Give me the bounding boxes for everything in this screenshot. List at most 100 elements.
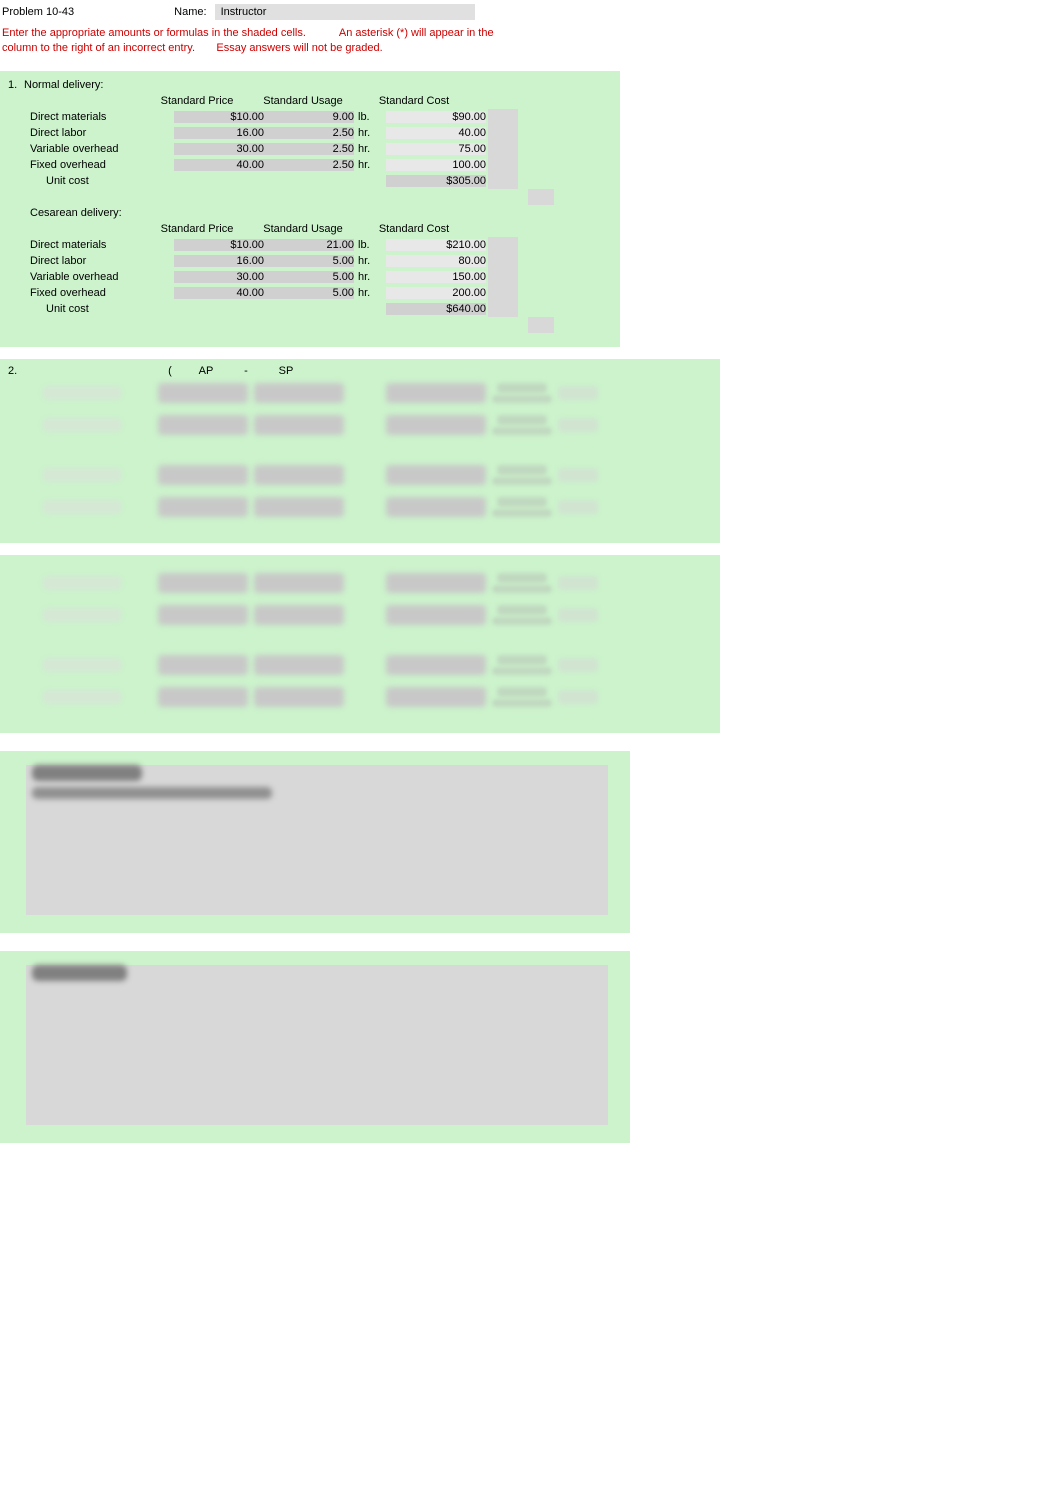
essay-box-2[interactable] bbox=[26, 965, 608, 1125]
usage-cell[interactable]: 5.00 bbox=[264, 287, 354, 299]
paren-open: ( bbox=[164, 365, 176, 377]
blur-cell bbox=[158, 573, 248, 593]
tail-shade bbox=[488, 237, 518, 253]
unit-label: hr. bbox=[354, 255, 386, 267]
tail-shade bbox=[528, 317, 554, 333]
cost-cell[interactable]: 200.00 bbox=[386, 287, 486, 299]
blur-cell bbox=[254, 497, 344, 517]
tail-shade bbox=[488, 285, 518, 301]
cost-cell[interactable]: $210.00 bbox=[386, 239, 486, 251]
tail-shade bbox=[488, 109, 518, 125]
usage-cell[interactable]: 5.00 bbox=[264, 255, 354, 267]
blur-row bbox=[2, 459, 718, 491]
row-label: Direct labor bbox=[30, 255, 174, 267]
blur-row bbox=[2, 649, 718, 681]
blur-cell bbox=[386, 383, 486, 403]
name-input[interactable] bbox=[215, 4, 475, 20]
tail-shade bbox=[488, 173, 518, 189]
essay-hdr-blur bbox=[32, 965, 127, 981]
blur-stack bbox=[492, 573, 552, 593]
tail-shade bbox=[488, 269, 518, 285]
blur-label bbox=[42, 608, 152, 622]
row-label: Direct materials bbox=[30, 111, 174, 123]
unit-label: hr. bbox=[354, 159, 386, 171]
price-cell[interactable]: $10.00 bbox=[174, 111, 264, 123]
instructions: Enter the appropriate amounts or formula… bbox=[0, 24, 1062, 59]
tail-shade bbox=[488, 157, 518, 173]
std-usage-header: Standard Usage bbox=[242, 95, 364, 107]
blur-cell bbox=[158, 687, 248, 707]
essay-section-1 bbox=[0, 751, 630, 933]
cost-cell[interactable]: 75.00 bbox=[386, 143, 486, 155]
std-cost-header: Standard Cost bbox=[364, 95, 464, 107]
blur-label bbox=[42, 386, 152, 400]
blur-row bbox=[2, 567, 718, 599]
blur-stack bbox=[492, 687, 552, 707]
blur-cell bbox=[386, 605, 486, 625]
blur-cell bbox=[254, 605, 344, 625]
row-label: Fixed overhead bbox=[30, 159, 174, 171]
normal-delivery-label: Normal delivery: bbox=[24, 79, 103, 91]
blur-cell bbox=[158, 605, 248, 625]
usage-cell[interactable]: 2.50 bbox=[264, 143, 354, 155]
blur-stack bbox=[492, 415, 552, 435]
price-cell[interactable]: 40.00 bbox=[174, 287, 264, 299]
blur-row bbox=[2, 681, 718, 713]
q3-section bbox=[0, 555, 720, 733]
cost-cell[interactable]: 100.00 bbox=[386, 159, 486, 171]
price-cell[interactable]: 16.00 bbox=[174, 255, 264, 267]
cost-cell[interactable]: 150.00 bbox=[386, 271, 486, 283]
row-label: Fixed overhead bbox=[30, 287, 174, 299]
blur-cell bbox=[386, 415, 486, 435]
usage-cell[interactable]: 9.00 bbox=[264, 111, 354, 123]
header-row: Problem 10-43 Name: bbox=[0, 0, 1062, 24]
unit-label: lb. bbox=[354, 239, 386, 251]
tail-shade bbox=[488, 301, 518, 317]
blur-cell bbox=[386, 687, 486, 707]
unit-label: hr. bbox=[354, 287, 386, 299]
row-label: Variable overhead bbox=[30, 271, 174, 283]
std-cost-header2: Standard Cost bbox=[364, 223, 464, 235]
row-label: Direct materials bbox=[30, 239, 174, 251]
blur-cell bbox=[386, 465, 486, 485]
unit-cost-label2: Unit cost bbox=[46, 303, 174, 315]
cost-cell[interactable]: 40.00 bbox=[386, 127, 486, 139]
instruction-line1a: Enter the appropriate amounts or formula… bbox=[2, 27, 306, 39]
blur-cell bbox=[158, 497, 248, 517]
blur-label bbox=[42, 500, 152, 514]
usage-cell[interactable]: 2.50 bbox=[264, 159, 354, 171]
usage-cell[interactable]: 21.00 bbox=[264, 239, 354, 251]
blur-stack bbox=[492, 383, 552, 403]
cost-cell[interactable]: 80.00 bbox=[386, 255, 486, 267]
usage-cell[interactable]: 2.50 bbox=[264, 127, 354, 139]
blur-row bbox=[2, 491, 718, 523]
unit-cost-label: Unit cost bbox=[46, 175, 174, 187]
price-cell[interactable]: 30.00 bbox=[174, 143, 264, 155]
name-label: Name: bbox=[174, 6, 206, 18]
row-label: Direct labor bbox=[30, 127, 174, 139]
unit-cost-normal[interactable]: $305.00 bbox=[386, 175, 486, 187]
problem-label: Problem 10-43 bbox=[2, 6, 74, 18]
unit-label: hr. bbox=[354, 143, 386, 155]
usage-cell[interactable]: 5.00 bbox=[264, 271, 354, 283]
unit-cost-cesarean[interactable]: $640.00 bbox=[386, 303, 486, 315]
blur-label bbox=[42, 468, 152, 482]
blur-cell bbox=[254, 415, 344, 435]
price-cell[interactable]: $10.00 bbox=[174, 239, 264, 251]
blur-end bbox=[558, 500, 598, 514]
price-cell[interactable]: 16.00 bbox=[174, 127, 264, 139]
ap-label: AP bbox=[176, 365, 236, 377]
blur-end bbox=[558, 418, 598, 432]
blur-label bbox=[42, 576, 152, 590]
q2-number: 2. bbox=[2, 365, 24, 377]
cost-cell[interactable]: $90.00 bbox=[386, 111, 486, 123]
blur-cell bbox=[158, 655, 248, 675]
essay-hdr-blur bbox=[32, 765, 142, 781]
essay-box-1[interactable] bbox=[26, 765, 608, 915]
blur-label bbox=[42, 418, 152, 432]
blur-stack bbox=[492, 655, 552, 675]
instruction-line2b: Essay answers will not be graded. bbox=[216, 42, 382, 54]
essay-sub-blur bbox=[32, 787, 272, 799]
price-cell[interactable]: 40.00 bbox=[174, 159, 264, 171]
price-cell[interactable]: 30.00 bbox=[174, 271, 264, 283]
